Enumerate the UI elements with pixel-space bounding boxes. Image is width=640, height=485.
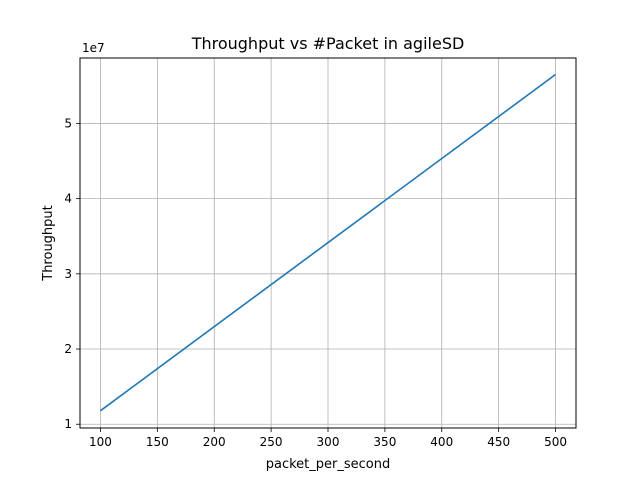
y-offset-label: 1e7 [82, 41, 105, 55]
y-tick-label: 2 [64, 342, 72, 356]
x-tick-label: 400 [430, 435, 453, 449]
y-tick-label: 3 [64, 267, 72, 281]
y-tick-label: 1 [64, 417, 72, 431]
x-axis-label: packet_per_second [266, 457, 390, 472]
x-tick-label: 100 [89, 435, 112, 449]
y-axis-ticks: 1 2 3 4 5 [64, 116, 80, 431]
x-tick-label: 200 [203, 435, 226, 449]
y-tick-label: 5 [64, 116, 72, 130]
x-tick-label: 450 [487, 435, 510, 449]
x-axis-ticks: 100 150 200 250 300 350 400 450 500 [89, 428, 567, 449]
x-tick-label: 350 [373, 435, 396, 449]
x-tick-label: 300 [317, 435, 340, 449]
y-tick-label: 4 [64, 192, 72, 206]
x-tick-label: 250 [260, 435, 283, 449]
x-tick-label: 150 [146, 435, 169, 449]
series-line [100, 73, 556, 412]
x-tick-label: 500 [544, 435, 567, 449]
y-axis-label: Throughput [41, 205, 56, 282]
chart-title: Throughput vs #Packet in agileSD [191, 34, 465, 53]
series-layer [100, 73, 556, 412]
